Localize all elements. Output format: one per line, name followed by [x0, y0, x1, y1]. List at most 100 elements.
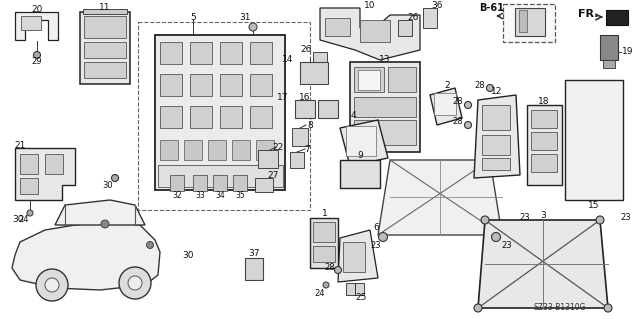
Text: B-61: B-61: [479, 3, 504, 13]
Bar: [256, 140, 274, 160]
Text: 17: 17: [276, 93, 288, 101]
Bar: [531, 132, 557, 150]
Text: 6: 6: [373, 222, 379, 232]
Bar: [250, 106, 272, 128]
Bar: [213, 175, 227, 191]
Text: 1: 1: [322, 210, 328, 219]
Bar: [258, 150, 278, 168]
Bar: [358, 70, 380, 90]
Bar: [160, 106, 182, 128]
Bar: [160, 74, 182, 96]
Text: 16: 16: [298, 93, 310, 101]
Bar: [531, 110, 557, 128]
Bar: [232, 140, 250, 160]
Text: 26: 26: [300, 44, 312, 54]
Bar: [482, 158, 510, 170]
Circle shape: [119, 267, 151, 299]
Bar: [325, 18, 350, 36]
Text: 30: 30: [102, 181, 113, 189]
Bar: [190, 74, 212, 96]
Text: 29: 29: [32, 57, 42, 66]
Bar: [310, 218, 338, 268]
Text: 11: 11: [99, 4, 111, 12]
Text: 34: 34: [215, 190, 225, 199]
Bar: [340, 160, 380, 188]
Text: 23: 23: [502, 241, 512, 249]
Polygon shape: [478, 220, 608, 308]
Bar: [290, 152, 304, 168]
Bar: [190, 42, 212, 64]
Text: 9: 9: [357, 152, 363, 160]
Circle shape: [147, 241, 154, 249]
Text: 3: 3: [540, 211, 546, 220]
Circle shape: [378, 233, 387, 241]
Text: 28: 28: [452, 117, 463, 127]
Bar: [193, 175, 207, 191]
Text: 5: 5: [190, 13, 196, 23]
Circle shape: [492, 233, 500, 241]
Bar: [21, 16, 41, 30]
Bar: [531, 154, 557, 172]
Bar: [313, 246, 335, 262]
Text: 23: 23: [520, 212, 530, 221]
Circle shape: [474, 304, 482, 312]
Text: 20: 20: [31, 4, 43, 13]
Circle shape: [45, 278, 59, 292]
Bar: [313, 222, 335, 242]
Circle shape: [249, 23, 257, 31]
Bar: [255, 178, 273, 192]
Bar: [398, 20, 412, 36]
Text: 8: 8: [307, 121, 313, 130]
Bar: [515, 8, 545, 36]
Text: FR.: FR.: [578, 9, 598, 19]
Text: 21: 21: [14, 140, 26, 150]
Circle shape: [604, 304, 612, 312]
Polygon shape: [430, 88, 462, 125]
Text: 23: 23: [371, 241, 381, 249]
Bar: [158, 165, 283, 187]
Bar: [184, 140, 202, 160]
Text: 28: 28: [452, 98, 463, 107]
Circle shape: [465, 122, 472, 129]
Text: 22: 22: [273, 143, 284, 152]
Circle shape: [465, 101, 472, 108]
Text: 30: 30: [12, 216, 24, 225]
Circle shape: [323, 282, 329, 288]
Bar: [519, 10, 527, 32]
Text: 13: 13: [380, 55, 391, 63]
Circle shape: [36, 269, 68, 301]
Text: 18: 18: [538, 98, 550, 107]
Bar: [482, 105, 510, 130]
Circle shape: [128, 276, 142, 290]
Text: 31: 31: [239, 13, 251, 23]
Bar: [220, 106, 242, 128]
Text: 2: 2: [444, 80, 450, 90]
Bar: [84, 62, 126, 78]
Bar: [45, 154, 63, 174]
Bar: [292, 128, 308, 146]
Bar: [388, 67, 416, 92]
Bar: [503, 4, 555, 42]
Bar: [346, 283, 364, 295]
Bar: [170, 175, 184, 191]
Bar: [423, 8, 437, 28]
Bar: [300, 62, 328, 84]
Text: 30: 30: [182, 251, 194, 261]
Bar: [245, 258, 263, 280]
Bar: [346, 126, 376, 156]
Text: 28: 28: [475, 80, 485, 90]
Text: 32: 32: [172, 190, 182, 199]
Bar: [354, 120, 416, 145]
Bar: [250, 74, 272, 96]
Bar: [482, 135, 510, 155]
Text: 19: 19: [622, 48, 634, 56]
Bar: [80, 12, 130, 84]
Text: 35: 35: [235, 190, 245, 199]
Bar: [155, 35, 285, 190]
Text: 33: 33: [195, 190, 205, 199]
Circle shape: [486, 85, 493, 92]
Bar: [160, 42, 182, 64]
Polygon shape: [12, 222, 160, 290]
Bar: [233, 175, 247, 191]
Text: 7: 7: [304, 145, 310, 153]
